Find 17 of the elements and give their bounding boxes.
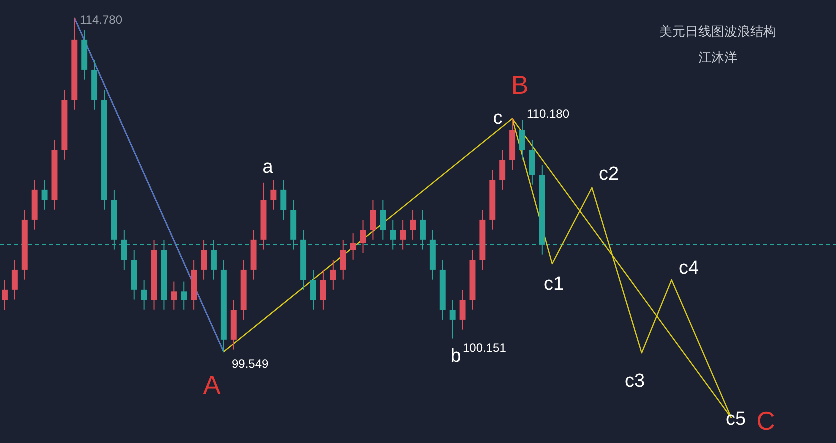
annotation: c4 [678,258,700,279]
text: c3 [624,371,646,392]
text: 美元日线图波浪结构 [660,24,776,39]
annotation: c [493,108,503,129]
text: A [203,370,222,400]
annotation: c1 [544,274,564,295]
annotation: 114.780 [80,13,123,27]
annotation: b [450,346,462,367]
text: 99.549 [232,357,270,371]
annotation: a [262,157,274,178]
text: c5 [726,409,746,430]
annotation: c2 [598,164,620,185]
annotation: 100.151 [463,341,507,355]
annotation: 110.180 [527,107,570,121]
text: 江沐洋 [698,50,738,65]
text: C [756,406,776,436]
annotation: B [511,70,529,100]
